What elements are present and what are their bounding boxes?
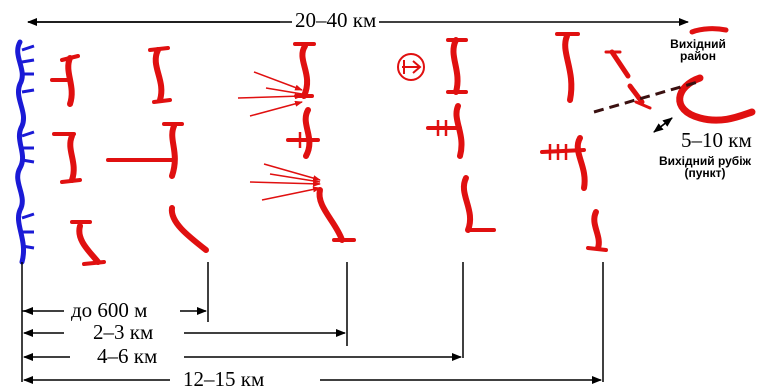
enemy-position-ticks — [50, 32, 608, 266]
distance-label-2: 2–3 км — [90, 322, 157, 343]
friendly-edge-ticks — [21, 44, 35, 250]
command-post-symbol — [397, 53, 425, 81]
enemy-cross-ticks — [298, 120, 568, 160]
exit-line-label: Вихідний рубіж (пункт) — [658, 154, 752, 180]
exit-route-dashed — [593, 80, 699, 114]
top-distance-label: 20–40 км — [292, 10, 380, 31]
exit-distance-label: 5–10 км — [681, 128, 752, 152]
distance-label-4: 12–15 км — [180, 369, 268, 390]
distance-label-1: до 600 м — [68, 300, 151, 321]
exit-area-label: Вихідний район — [670, 37, 726, 63]
reference-lines — [21, 262, 604, 382]
distance-label-3: 4–6 км — [94, 346, 161, 367]
exit-distance-arrow-back — [653, 117, 673, 133]
exit-area — [604, 26, 756, 124]
distance-arrows — [22, 307, 602, 384]
friendly-forward-edge — [15, 39, 26, 265]
enemy-positions — [65, 33, 602, 265]
movement-arrows — [237, 71, 321, 201]
